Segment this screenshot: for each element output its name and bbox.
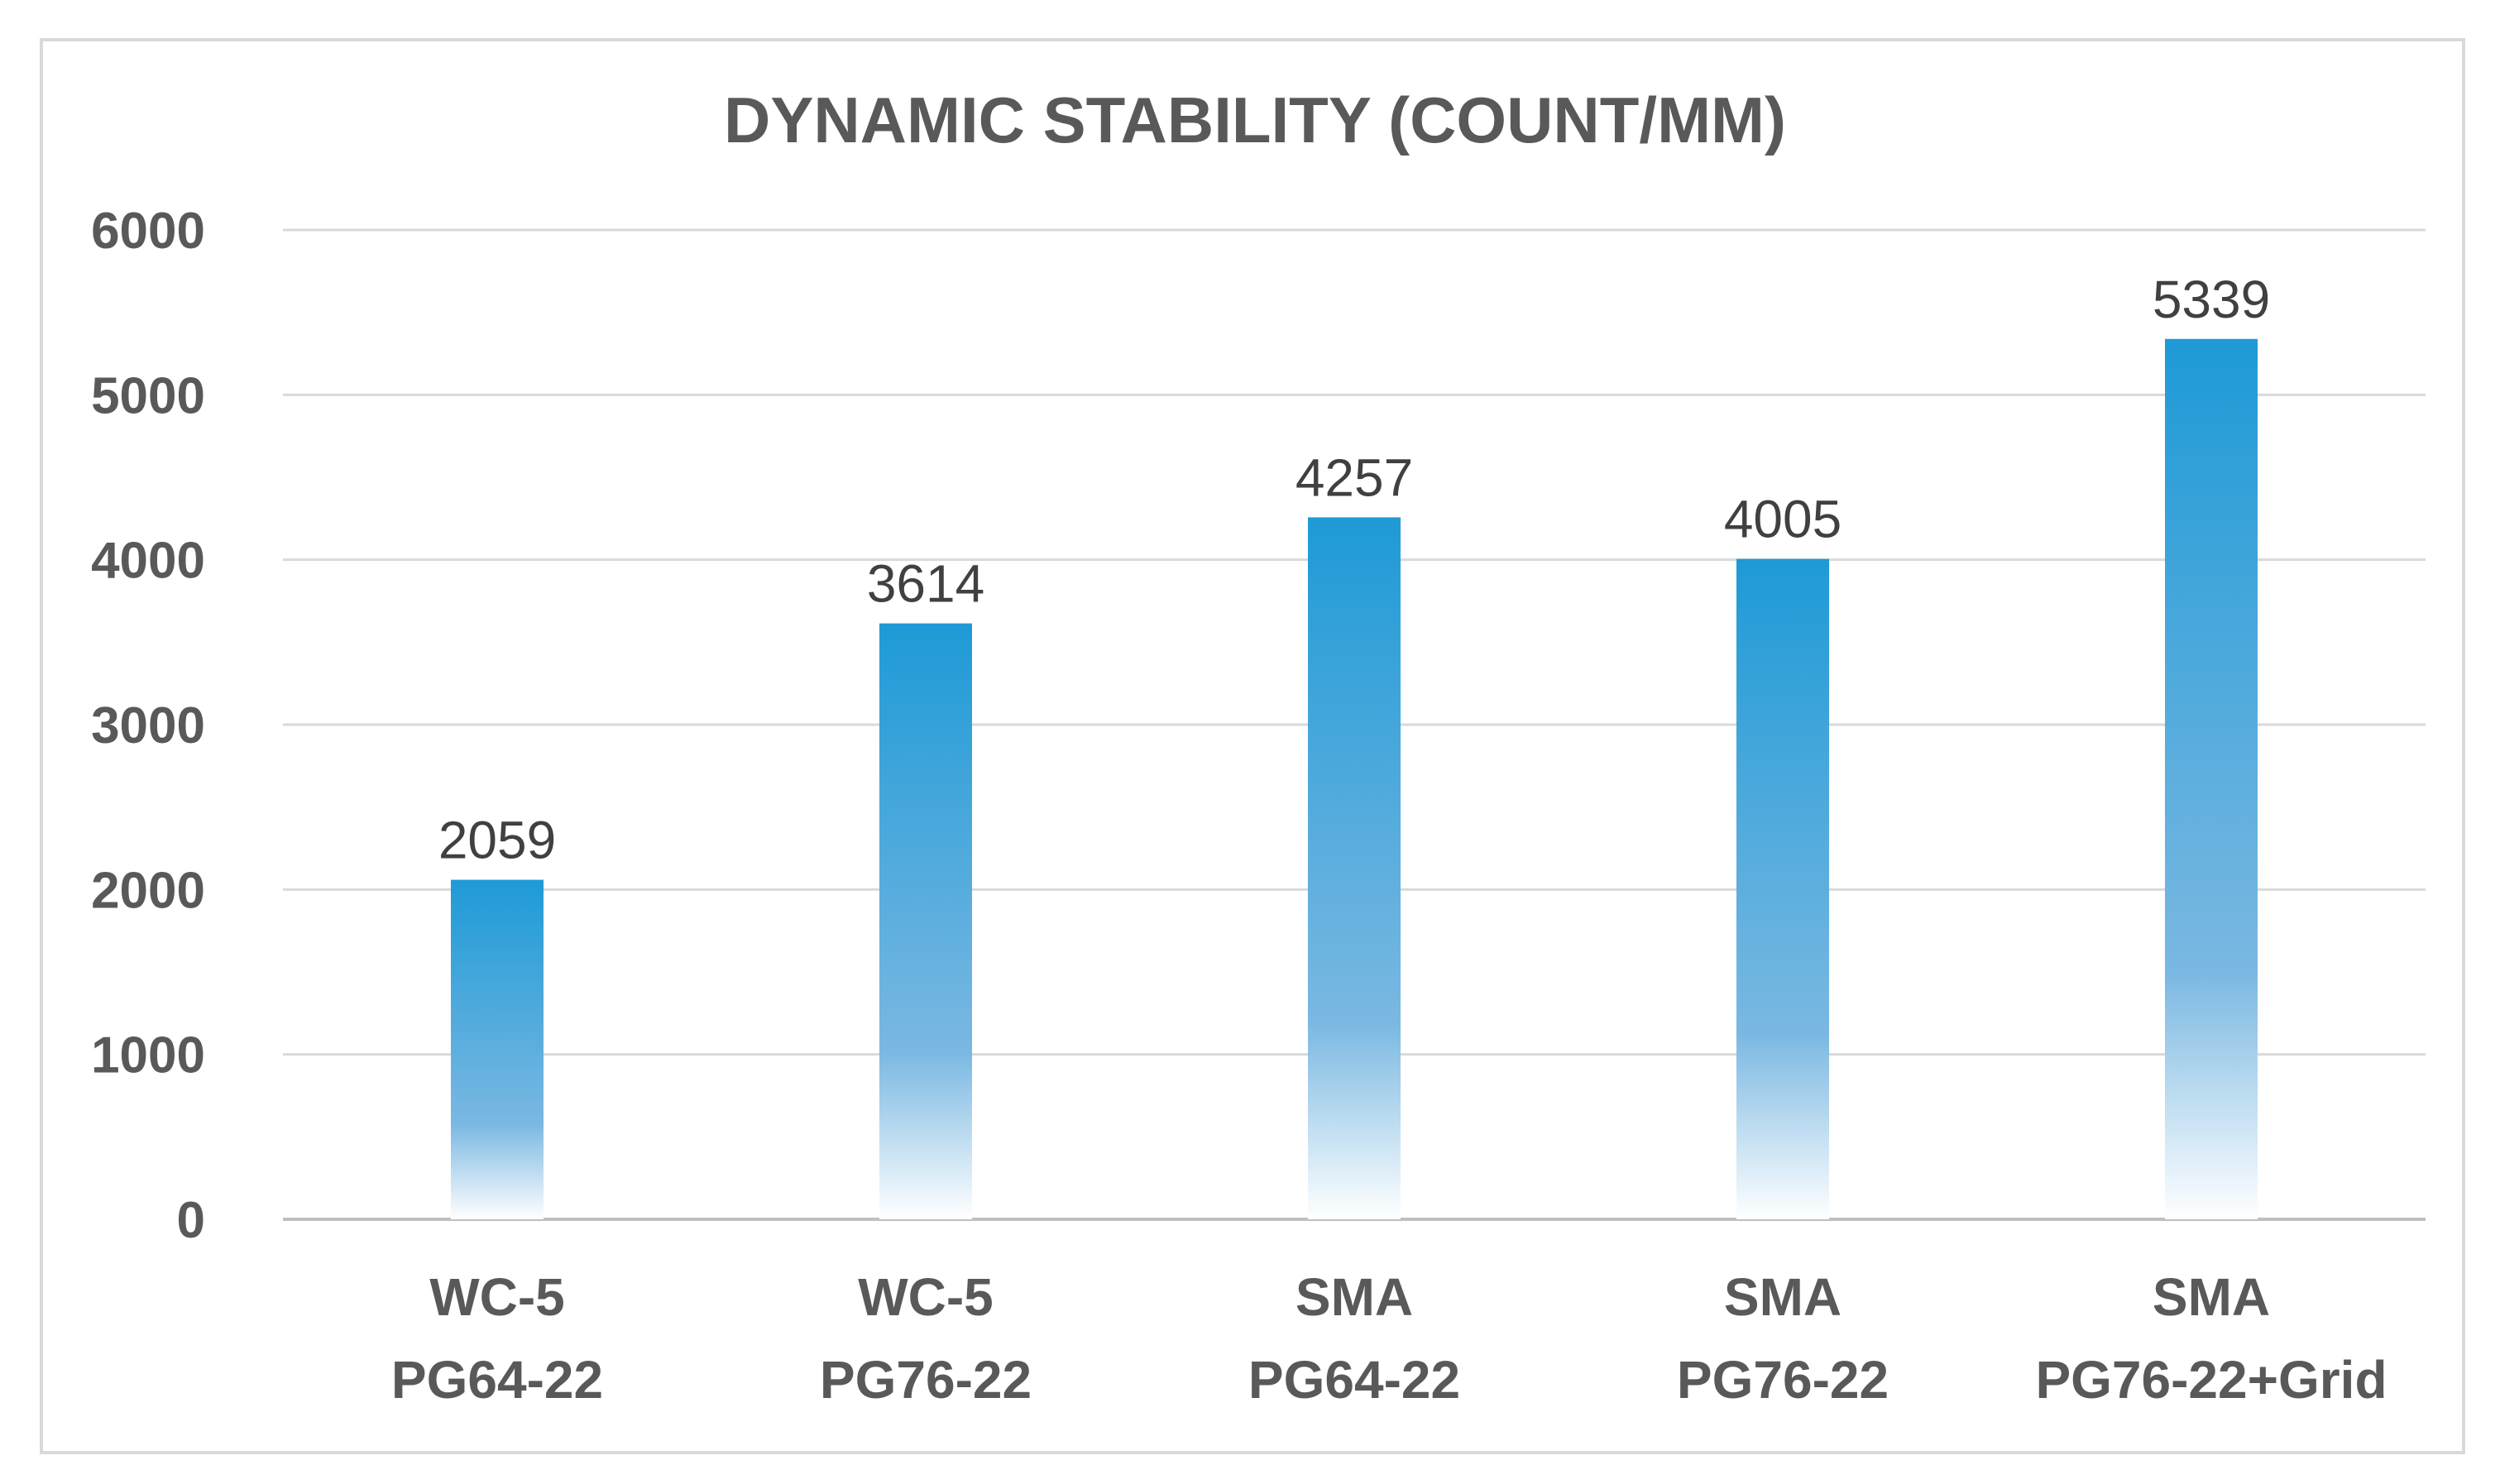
- data-label: 4257: [1295, 448, 1413, 507]
- x-tick-label: SMA: [1724, 1267, 1841, 1327]
- x-tick-label: PG64-22: [391, 1350, 603, 1410]
- x-axis-ticks: WC-5 PG64-22 WC-5 PG76-22 SMA PG64-22 SMA PG76-…: [391, 1267, 2387, 1410]
- bar: [451, 879, 544, 1219]
- bar: [1308, 517, 1401, 1219]
- y-tick-label: 3000: [91, 697, 205, 754]
- chart-title: DYNAMIC STABILITY (COUNT/MM): [724, 84, 1786, 156]
- bar: [2165, 338, 2258, 1220]
- x-tick-label: SMA: [1295, 1267, 1413, 1327]
- y-tick-label: 5000: [91, 367, 205, 424]
- x-tick-label: PG76-22+Grid: [2035, 1350, 2387, 1410]
- y-tick-label: 4000: [91, 533, 205, 590]
- x-tick-label: SMA: [2153, 1267, 2270, 1327]
- bars: [451, 338, 2258, 1220]
- chart-svg: DYNAMIC STABILITY (COUNT/MM) 0 1000 2000 30…: [91, 84, 2426, 1410]
- x-tick-label: PG76-22: [820, 1350, 1032, 1410]
- x-tick-label: WC-5: [429, 1267, 565, 1327]
- x-tick-label: WC-5: [858, 1267, 994, 1327]
- data-label: 3614: [867, 554, 984, 614]
- data-label: 5339: [2153, 270, 2270, 329]
- x-tick-label: PG76-22: [1677, 1350, 1889, 1410]
- x-tick-label: PG64-22: [1248, 1350, 1460, 1410]
- y-tick-label: 1000: [91, 1027, 205, 1084]
- y-tick-label: 2000: [91, 862, 205, 919]
- bar: [1736, 558, 1829, 1219]
- y-tick-label: 6000: [91, 203, 205, 260]
- data-label: 4005: [1724, 490, 1841, 549]
- y-tick-label: 0: [177, 1192, 205, 1249]
- chart-frame: DYNAMIC STABILITY (COUNT/MM) 0 1000 2000 30…: [40, 38, 2465, 1454]
- bar: [879, 623, 972, 1219]
- data-labels: 2059 3614 4257 4005 5339: [438, 270, 2270, 870]
- data-label: 2059: [438, 811, 556, 870]
- y-axis-ticks: 0 1000 2000 3000 4000 5000 6000: [91, 203, 205, 1249]
